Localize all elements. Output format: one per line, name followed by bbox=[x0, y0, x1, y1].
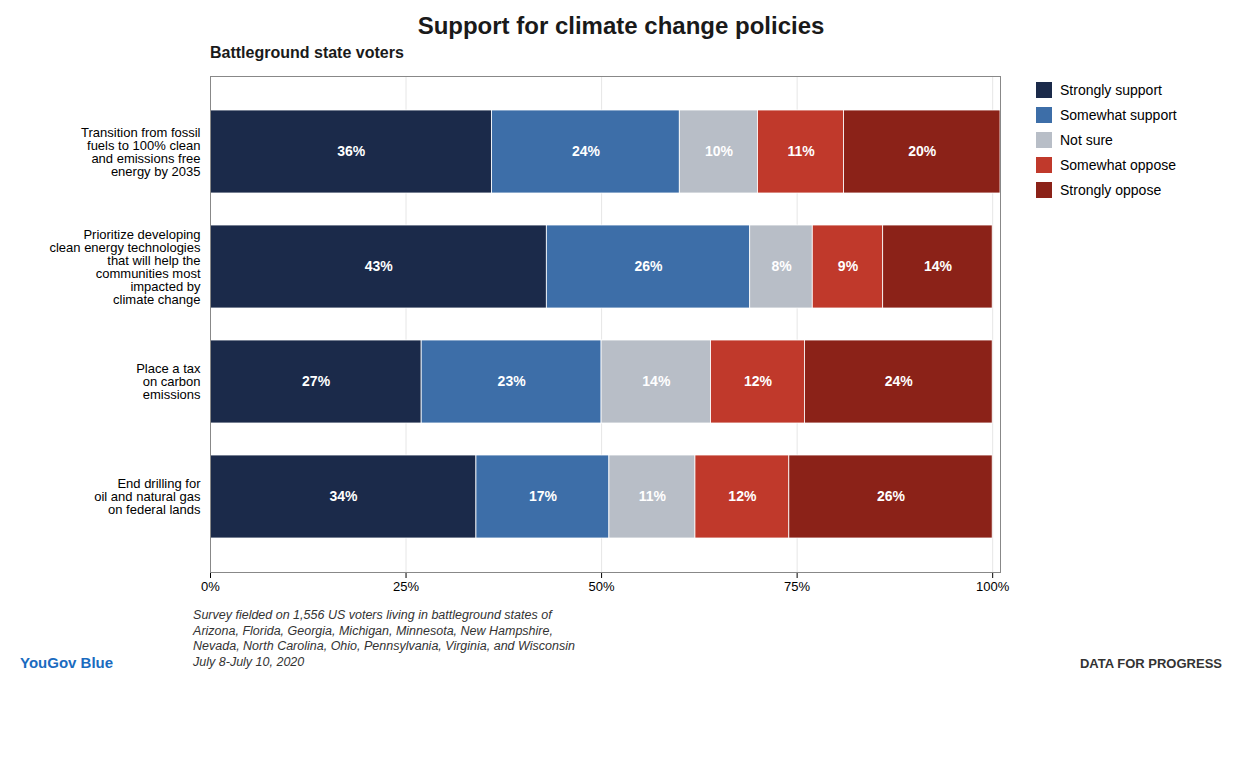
svg-text:12%: 12% bbox=[728, 488, 757, 504]
html-text:Not sure: Not sure bbox=[1060, 132, 1113, 148]
svg-text:8%: 8% bbox=[771, 258, 792, 274]
svg-text:23%: 23% bbox=[498, 373, 527, 389]
svg-text:20%: 20% bbox=[908, 143, 937, 159]
html-text:Strongly oppose: Strongly oppose bbox=[1060, 182, 1162, 198]
html-text:Somewhat oppose: Somewhat oppose bbox=[1060, 157, 1176, 173]
svg-text:End drilling foroil and natura: End drilling foroil and natural gason fe… bbox=[94, 476, 201, 517]
svg-text:Prioritize developingclean ene: Prioritize developingclean energy techno… bbox=[49, 227, 201, 307]
svg-text:25%: 25% bbox=[393, 579, 419, 594]
svg-text:12%: 12% bbox=[744, 373, 773, 389]
html-text:Survey fielded on 1,556 US vot: Survey fielded on 1,556 US voters living… bbox=[193, 608, 575, 669]
svg-text:27%: 27% bbox=[302, 373, 331, 389]
html-text:YouGov Blue: YouGov Blue bbox=[20, 653, 114, 671]
svg-text:Place a taxon carbonemissions: Place a taxon carbonemissions bbox=[136, 361, 201, 402]
svg-text:34%: 34% bbox=[329, 488, 358, 504]
svg-text:36%: 36% bbox=[337, 143, 366, 159]
svg-text:17%: 17% bbox=[529, 488, 558, 504]
svg-text:Transition from fossilfuels to: Transition from fossilfuels to 100% clea… bbox=[81, 125, 201, 179]
html-text:Support for climate change pol: Support for climate change policies bbox=[417, 12, 825, 39]
svg-text:10%: 10% bbox=[705, 143, 734, 159]
svg-text:11%: 11% bbox=[787, 143, 815, 159]
svg-text:43%: 43% bbox=[365, 258, 394, 274]
html-text:Somewhat support: Somewhat support bbox=[1060, 107, 1177, 123]
svg-text:26%: 26% bbox=[877, 488, 906, 504]
svg-text:50%: 50% bbox=[589, 579, 615, 594]
svg-text:14%: 14% bbox=[642, 373, 671, 389]
svg-text:26%: 26% bbox=[635, 258, 664, 274]
svg-text:11%: 11% bbox=[639, 488, 667, 504]
html-text:DATA FOR PROGRESS: DATA FOR PROGRESS bbox=[1080, 655, 1222, 671]
svg-text:14%: 14% bbox=[924, 258, 953, 274]
svg-text:24%: 24% bbox=[572, 143, 601, 159]
svg-text:100%: 100% bbox=[976, 579, 1010, 594]
svg-text:24%: 24% bbox=[885, 373, 914, 389]
html-text:Battleground state voters: Battleground state voters bbox=[210, 44, 404, 61]
svg-text:9%: 9% bbox=[838, 258, 859, 274]
svg-text:75%: 75% bbox=[784, 579, 810, 594]
html-text:Strongly support: Strongly support bbox=[1060, 82, 1162, 98]
svg-text:0%: 0% bbox=[201, 579, 220, 594]
